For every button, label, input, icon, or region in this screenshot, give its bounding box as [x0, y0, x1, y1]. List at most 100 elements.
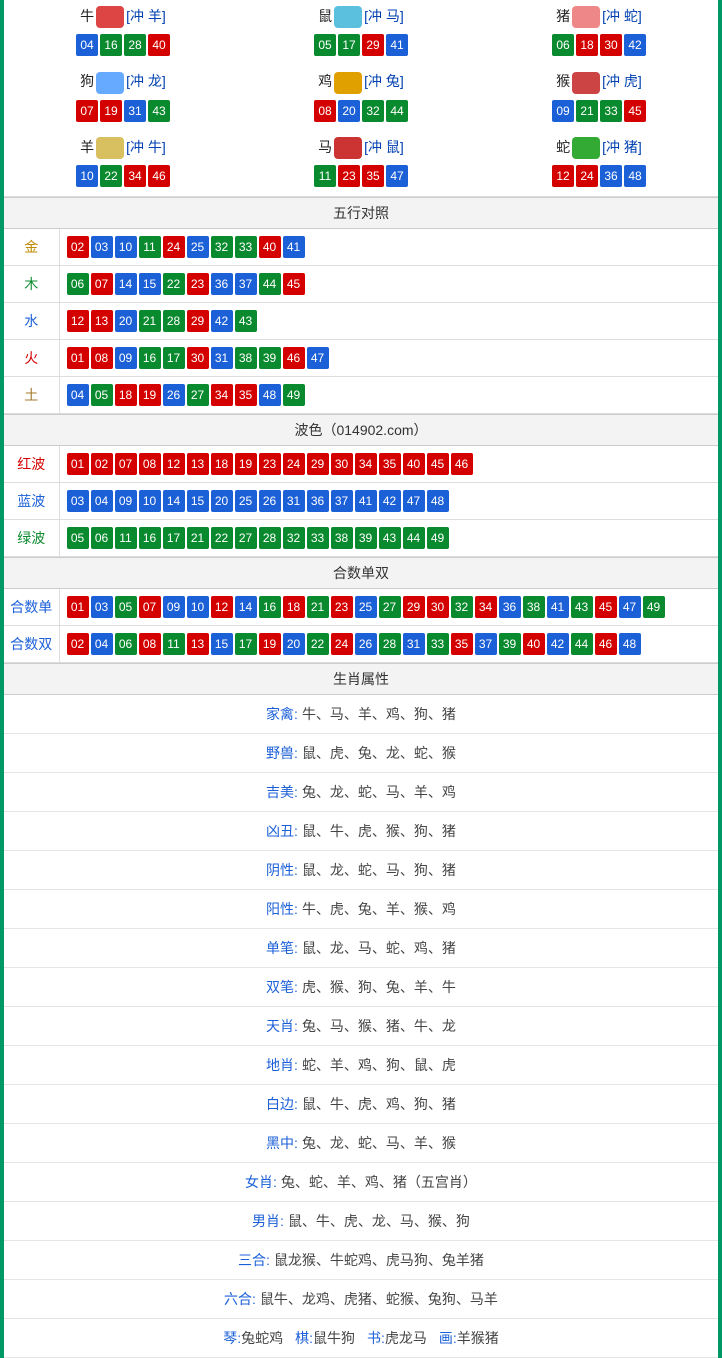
number-ball: 35 [451, 633, 473, 655]
zodiac-title: 羊[冲 牛] [4, 137, 242, 159]
zodiac-icon [96, 6, 124, 28]
number-ball: 21 [187, 527, 209, 549]
four-arts-row: 琴:兔蛇鸡棋:鼠牛狗书:虎龙马画:羊猴猪 [4, 1319, 718, 1358]
attr-row: 地肖:蛇、羊、鸡、狗、鼠、虎 [4, 1046, 718, 1085]
number-ball: 09 [115, 490, 137, 512]
number-ball: 46 [595, 633, 617, 655]
four-key: 书: [367, 1330, 385, 1346]
attr-key: 三合: [238, 1252, 270, 1268]
number-ball: 24 [576, 165, 598, 187]
attr-value: 兔、马、猴、猪、牛、龙 [302, 1018, 456, 1034]
attr-key: 黑中: [266, 1135, 298, 1151]
number-ball: 38 [331, 527, 353, 549]
number-ball: 02 [67, 633, 89, 655]
row-balls: 05061116172122272832333839434449 [59, 519, 718, 556]
number-ball: 29 [307, 453, 329, 475]
number-ball: 22 [100, 165, 122, 187]
number-ball: 26 [355, 633, 377, 655]
number-ball: 31 [211, 347, 233, 369]
row-balls: 06071415222336374445 [59, 265, 718, 302]
number-ball: 13 [187, 633, 209, 655]
number-ball: 18 [576, 34, 598, 56]
number-ball: 32 [283, 527, 305, 549]
zodiac-name: 蛇 [556, 139, 570, 155]
number-ball: 06 [115, 633, 137, 655]
number-ball: 02 [91, 453, 113, 475]
number-ball: 20 [338, 100, 360, 122]
number-ball: 31 [283, 490, 305, 512]
number-ball: 42 [379, 490, 401, 512]
bose-header: 波色（014902.com） [4, 414, 718, 446]
ball-row: 09213345 [480, 99, 718, 123]
number-ball: 46 [283, 347, 305, 369]
attr-key: 天肖: [266, 1018, 298, 1034]
zodiac-cell: 蛇[冲 猪]12243648 [480, 131, 718, 196]
number-ball: 30 [427, 596, 449, 618]
number-ball: 14 [235, 596, 257, 618]
zodiac-name: 狗 [80, 73, 94, 89]
row-label: 土 [4, 376, 59, 413]
ball-row: 04162840 [4, 33, 242, 57]
row-label: 木 [4, 265, 59, 302]
number-ball: 06 [91, 527, 113, 549]
number-ball: 36 [211, 273, 233, 295]
attr-value: 鼠、牛、虎、鸡、狗、猪 [302, 1096, 456, 1112]
number-ball: 12 [163, 453, 185, 475]
zodiac-icon [572, 72, 600, 94]
number-ball: 16 [139, 527, 161, 549]
number-ball: 07 [91, 273, 113, 295]
number-ball: 49 [643, 596, 665, 618]
table-row: 土04051819262734354849 [4, 376, 718, 413]
zodiac-icon [334, 6, 362, 28]
zodiac-name: 猴 [556, 73, 570, 89]
zodiac-name: 马 [318, 139, 332, 155]
number-ball: 24 [283, 453, 305, 475]
table-row: 绿波05061116172122272832333839434449 [4, 519, 718, 556]
row-balls: 0204060811131517192022242628313335373940… [59, 625, 718, 662]
number-ball: 39 [259, 347, 281, 369]
number-ball: 14 [115, 273, 137, 295]
zodiac-grid: 牛[冲 羊]04162840鼠[冲 马]05172941猪[冲 蛇]061830… [4, 0, 718, 197]
number-ball: 28 [124, 34, 146, 56]
zodiac-conflict: [冲 鼠] [364, 139, 404, 155]
number-ball: 44 [571, 633, 593, 655]
number-ball: 05 [91, 384, 113, 406]
number-ball: 34 [124, 165, 146, 187]
number-ball: 41 [547, 596, 569, 618]
number-ball: 39 [499, 633, 521, 655]
number-ball: 14 [163, 490, 185, 512]
number-ball: 23 [187, 273, 209, 295]
number-ball: 11 [314, 165, 336, 187]
number-ball: 20 [283, 633, 305, 655]
row-balls: 0108091617303138394647 [59, 339, 718, 376]
number-ball: 45 [595, 596, 617, 618]
attr-row: 六合:鼠牛、龙鸡、虎猪、蛇猴、兔狗、马羊 [4, 1280, 718, 1319]
row-balls: 0103050709101214161821232527293032343638… [59, 589, 718, 626]
attr-value: 鼠、牛、虎、龙、马、猴、狗 [288, 1213, 470, 1229]
number-ball: 01 [67, 596, 89, 618]
number-ball: 43 [379, 527, 401, 549]
number-ball: 29 [403, 596, 425, 618]
zodiac-name: 鼠 [318, 8, 332, 24]
number-ball: 28 [379, 633, 401, 655]
row-balls: 04051819262734354849 [59, 376, 718, 413]
four-value: 虎龙马 [385, 1330, 427, 1346]
number-ball: 33 [600, 100, 622, 122]
number-ball: 35 [379, 453, 401, 475]
number-ball: 07 [139, 596, 161, 618]
zodiac-name: 鸡 [318, 73, 332, 89]
table-row: 红波0102070812131819232429303435404546 [4, 446, 718, 483]
number-ball: 30 [187, 347, 209, 369]
attr-list: 家禽:牛、马、羊、鸡、狗、猪野兽:鼠、虎、兔、龙、蛇、猴吉美:兔、龙、蛇、马、羊… [4, 695, 718, 1319]
number-ball: 42 [211, 310, 233, 332]
number-ball: 12 [67, 310, 89, 332]
attr-row: 男肖:鼠、牛、虎、龙、马、猴、狗 [4, 1202, 718, 1241]
row-label: 水 [4, 302, 59, 339]
attr-key: 野兽: [266, 745, 298, 761]
number-ball: 16 [100, 34, 122, 56]
attr-key: 吉美: [266, 784, 298, 800]
number-ball: 16 [259, 596, 281, 618]
number-ball: 16 [139, 347, 161, 369]
number-ball: 23 [331, 596, 353, 618]
number-ball: 29 [187, 310, 209, 332]
